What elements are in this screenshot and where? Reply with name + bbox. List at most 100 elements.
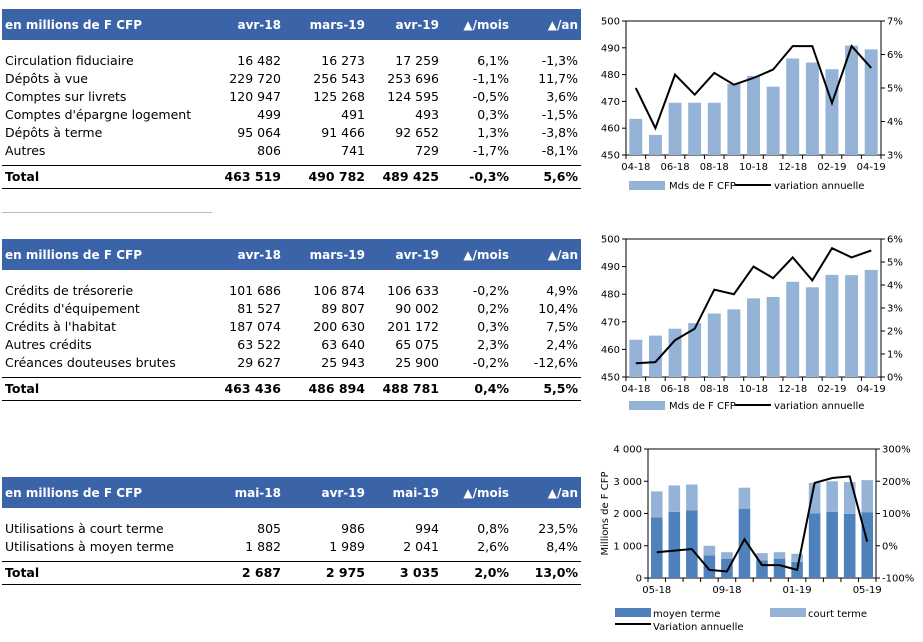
row-label: Dépôts à vue (5, 71, 88, 86)
bar (845, 275, 859, 377)
bar (861, 480, 874, 513)
x-tick-label: 04-19 (857, 384, 886, 395)
table-cell: 25 943 (321, 355, 365, 370)
x-tick-label: 09-18 (712, 585, 741, 596)
table-header-row: en millions de F CFP avr-18 mars-19 avr-19 ▲… (2, 239, 581, 270)
table-cell: 0,3% (477, 319, 509, 334)
y2-tick-label: 5% (887, 84, 903, 95)
bar (738, 508, 751, 578)
table-row: Autres 806 741 729 -1,7% -8,1% (2, 142, 581, 160)
bar (688, 323, 702, 377)
y2-tick-label: 2% (887, 327, 903, 338)
total-row: Total 463 436 486 894 488 781 0,4% 5,5% (2, 377, 581, 401)
total-cell: 13,0% (512, 561, 581, 585)
y2-tick-label: 300% (882, 445, 911, 456)
y2-tick-label: 4% (887, 281, 903, 292)
bar (668, 328, 682, 377)
row-label: Circulation fiduciaire (5, 53, 134, 68)
bar (707, 102, 721, 155)
table-cell: 89 807 (321, 301, 365, 316)
bar (648, 134, 662, 155)
table-cell: 0,3% (477, 107, 509, 122)
total-cell: 489 425 (368, 165, 442, 189)
table-cell: -12,6% (533, 355, 578, 370)
table-cell: -1,7% (472, 143, 509, 158)
column-header: mai-18 (198, 477, 284, 508)
table-cell: 63 640 (321, 337, 365, 352)
total-label: Total (2, 377, 198, 401)
table-cell: 4,9% (546, 283, 578, 298)
table-cell: -8,1% (541, 143, 578, 158)
total-cell: 488 781 (368, 377, 442, 401)
table-cell: 0,8% (477, 521, 509, 536)
total-cell: 2,0% (442, 561, 512, 585)
series-line (656, 475, 869, 573)
table-cell: 81 527 (237, 301, 281, 316)
table-cell: -1,1% (472, 71, 509, 86)
total-label: Total (2, 561, 198, 585)
x-tick-label: 08-18 (700, 162, 729, 173)
bar (721, 552, 733, 559)
table-cell: 2,4% (546, 337, 578, 352)
legend-swatch (629, 181, 665, 190)
legend-label: moyen terme (653, 609, 720, 620)
table-cell: -0,5% (472, 89, 509, 104)
bar (727, 309, 741, 377)
table-row: Dépôts à vue 229 720 256 543 253 696 -1,1% 11… (2, 70, 581, 88)
table-cell: 10,4% (538, 301, 578, 316)
x-tick-label: 04-19 (857, 162, 886, 173)
row-label: Comptes d'épargne logement (5, 107, 192, 122)
column-header: ▲/an (512, 477, 581, 508)
table-cell: 499 (257, 107, 281, 122)
legend-swatch (615, 608, 651, 617)
table-cell: -1,5% (541, 107, 578, 122)
table-row: Dépôts à terme 95 064 91 466 92 652 1,3% -3,8… (2, 124, 581, 142)
series-line (634, 44, 872, 131)
utilisations-table: en millions de F CFP mai-18 avr-19 mai-19 ▲/… (2, 477, 581, 585)
bar (668, 102, 682, 155)
y2-tick-label: 200% (882, 477, 911, 488)
y-tick-label: 470 (601, 317, 620, 328)
table-row: Utilisations à court terme 805 986 994 0,8% 2… (2, 520, 581, 538)
table-cell: 124 595 (387, 89, 439, 104)
table-cell: 2,6% (477, 539, 509, 554)
y2-tick-label: 1% (887, 350, 903, 361)
total-cell: 2 975 (284, 561, 368, 585)
x-tick-label: 05-18 (642, 585, 671, 596)
table-cell: 493 (415, 107, 439, 122)
x-tick-label: 04-18 (621, 384, 650, 395)
table-cell: 6,1% (477, 53, 509, 68)
y-tick-label: 460 (601, 345, 620, 356)
table-row: Crédits d'équipement 81 527 89 807 90 002 0,… (2, 300, 581, 318)
y-axis-label: Millions de F CFP (600, 472, 611, 556)
y-tick-label: 4 000 (613, 445, 642, 456)
y2-tick-label: 4% (887, 117, 903, 128)
y-tick-label: 490 (601, 43, 620, 54)
table-cell: 23,5% (538, 521, 578, 536)
table-cell: 994 (415, 521, 439, 536)
legend-swatch (770, 608, 806, 617)
table-row: Autres crédits 63 522 63 640 65 075 2,3% 2,4% (2, 336, 581, 354)
row-label: Utilisations à moyen terme (5, 539, 174, 554)
x-tick-label: 06-18 (661, 384, 690, 395)
legend-label: Mds de F CFP (669, 181, 736, 192)
row-label: Utilisations à court terme (5, 521, 164, 536)
table-cell: 1,3% (477, 125, 509, 140)
bar (825, 69, 839, 155)
table-header-row: en millions de F CFP avr-18 mars-19 avr-19 ▲… (2, 9, 581, 40)
table-cell: 806 (257, 143, 281, 158)
column-header: ▲/an (512, 239, 581, 270)
bar (727, 83, 741, 155)
bar (707, 313, 721, 377)
x-tick-label: 06-18 (661, 162, 690, 173)
legend-label: Mds de F CFP (669, 401, 736, 412)
row-label: Comptes sur livrets (5, 89, 127, 104)
legend-label: variation annuelle (774, 401, 864, 412)
bar (668, 511, 681, 578)
table-cell: -1,3% (541, 53, 578, 68)
y-tick-label: 480 (601, 70, 620, 81)
table-cell: 16 482 (237, 53, 281, 68)
x-tick-label: 02-19 (817, 384, 846, 395)
y2-tick-label: 6% (887, 235, 903, 246)
row-label: Crédits de trésorerie (5, 283, 134, 298)
